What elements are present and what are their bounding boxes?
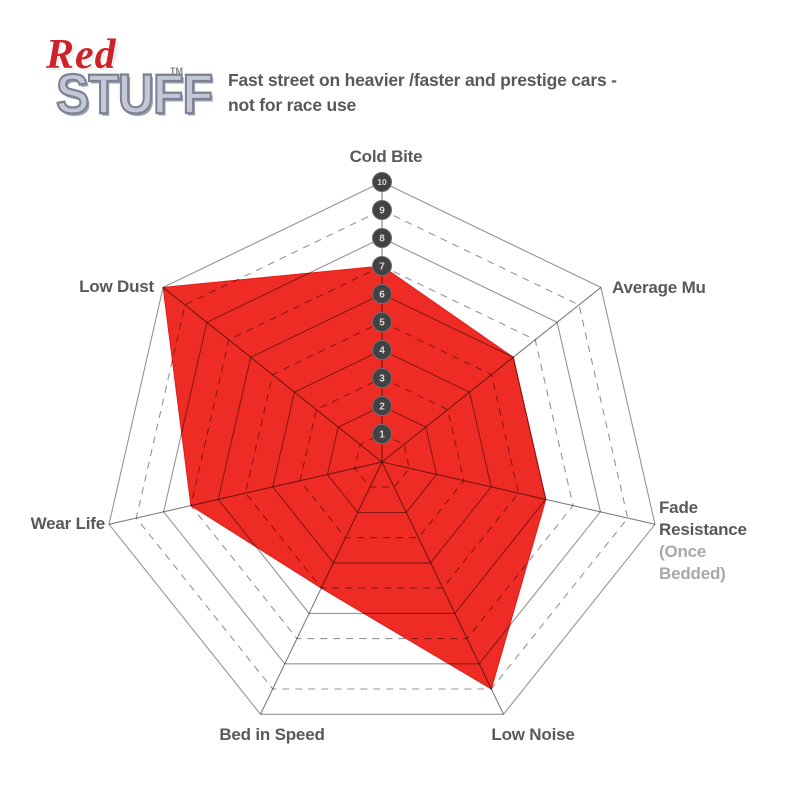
scale-tick-circle-3	[372, 368, 392, 388]
scale-tick-circle-7	[372, 256, 392, 276]
radar-ring-10	[108, 181, 656, 715]
radar-ring-5	[244, 321, 520, 589]
axis-label-low-noise: Low Noise	[491, 725, 575, 744]
radar-ring-4	[272, 349, 492, 564]
scale-tick-number-3: 3	[379, 374, 385, 385]
redstuff-logo: STUFF Red TM	[44, 32, 214, 134]
radar-value-polygon	[162, 265, 547, 690]
scale-tick-circle-8	[372, 228, 392, 248]
radar-spoke-6	[162, 286, 383, 463]
axis-label-average-mu: Average Mu	[612, 278, 706, 297]
chart-headline: Fast street on heavier /faster and prest…	[228, 68, 698, 118]
radar-spoke-4	[260, 461, 383, 715]
scale-tick-number-2: 2	[379, 402, 385, 413]
logo-word-red: Red	[46, 32, 117, 78]
scale-tick-circle-6	[372, 284, 392, 304]
scale-tick-number-7: 7	[379, 262, 385, 273]
radar-spoke-5	[108, 461, 383, 525]
scale-tick-circle-5	[372, 312, 392, 332]
radar-spoke-3	[381, 461, 504, 715]
headline-line1: Fast street on heavier /faster and prest…	[228, 70, 617, 90]
radar-spoke-1	[381, 286, 602, 463]
axis-sublabel-once-bedded: (Once Bedded)	[659, 542, 726, 583]
scale-tick-number-8: 8	[379, 234, 385, 245]
scale-tick-number-6: 6	[379, 290, 385, 301]
scale-tick-number-10: 10	[377, 177, 387, 187]
axis-label-wear-life: Wear Life	[30, 514, 106, 533]
radar-ring-9	[135, 209, 629, 690]
axis-label-bed-in-speed: Bed in Speed	[219, 725, 325, 744]
scale-tick-number-9: 9	[379, 206, 385, 217]
axis-label-fade-resistance: Fade Resistance (Once Bedded)	[659, 498, 747, 583]
radar-spoke-2	[381, 461, 656, 525]
axis-label-cold-bite: Cold Bite	[349, 147, 423, 166]
headline-line2: not for race use	[228, 95, 357, 115]
scale-tick-number-4: 4	[379, 346, 385, 357]
trademark-symbol: TM	[170, 66, 183, 76]
scale-tick-circle-2	[372, 396, 392, 416]
radar-ring-7	[190, 265, 574, 640]
scale-tick-circle-10	[372, 172, 392, 192]
scale-tick-circle-1	[372, 424, 392, 444]
radar-ring-2	[326, 405, 438, 514]
axis-label-low-dust: Low Dust	[79, 277, 154, 296]
radar-ring-1	[354, 433, 410, 488]
scale-tick-number-5: 5	[379, 318, 385, 329]
radar-ring-6	[217, 293, 547, 614]
scale-tick-circle-4	[372, 340, 392, 360]
scale-tick-number-1: 1	[379, 430, 385, 441]
radar-ring-8	[163, 237, 601, 665]
scale-tick-circle-9	[372, 200, 392, 220]
logo-word-stuff: STUFF	[55, 62, 214, 126]
